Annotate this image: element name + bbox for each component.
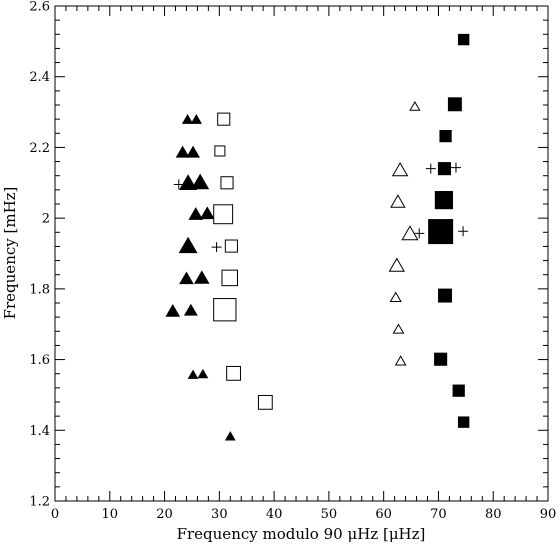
filled-triangle-point [179,174,198,190]
plus-point [173,179,184,190]
x-tick-label: 20 [156,507,173,522]
filled-triangle-point [190,114,202,124]
filled-square-point [457,33,470,46]
plus-point [450,162,461,173]
open-square-point [226,365,241,381]
y-tick-label: 2.2 [29,141,50,156]
y-tick-label: 2.6 [29,0,50,15]
x-axis-label: Frequency modulo 90 μHz [μHz] [177,525,426,543]
filled-triangle-point [199,206,215,220]
y-tick-label: 1.6 [29,353,50,368]
filled-triangle-point [188,207,204,220]
x-tick-label: 70 [430,507,447,522]
plus-point [458,226,469,237]
open-triangle-point [391,162,409,177]
axis-ticks [54,5,549,502]
open-triangle-point [394,355,407,366]
filled-triangle-point [186,145,200,158]
filled-square-point [434,191,454,210]
x-tick-label: 10 [102,507,119,522]
plus-point [414,228,425,239]
filled-triangle-point [183,303,198,316]
filled-square-point [452,384,465,397]
plot-frame [54,5,549,502]
x-tick-label: 80 [485,507,502,522]
filled-square-point [457,416,470,428]
open-square-point [213,298,237,322]
open-square-point [213,204,234,225]
x-tick-label: 40 [266,507,283,522]
filled-triangle-point [165,303,181,317]
open-triangle-point [390,194,406,208]
open-triangle-point [388,257,406,272]
y-tick-label: 1.2 [29,495,50,510]
plus-point [425,163,436,174]
filled-triangle-point [181,114,194,124]
filled-triangle-point [178,236,198,254]
y-tick-label: 2.4 [29,70,50,85]
filled-square-point [438,288,452,303]
open-square-point [220,176,234,190]
open-triangle-point [389,291,402,302]
data-marks [165,33,470,441]
x-tick-label: 90 [540,507,557,522]
filled-square-point [428,219,454,245]
open-square-point [224,239,238,253]
filled-triangle-point [191,173,210,190]
x-tick-label: 50 [321,507,338,522]
y-tick-label: 1.8 [29,282,50,297]
filled-square-point [437,162,452,176]
open-square-point [214,145,226,157]
open-triangle-point [401,225,419,241]
open-square-point [257,394,273,410]
x-tick-label: 0 [51,507,59,522]
open-square-point [217,112,231,126]
filled-triangle-point [197,368,209,379]
plus-point [211,242,222,253]
filled-square-point [447,97,462,112]
tick-labels: 0 10 20 30 40 50 60 70 80 90 1.2 1.4 1.6 1.8 2 2.2 2.4 2.… [29,0,556,522]
filled-triangle-point [224,431,236,441]
open-triangle-point [409,100,421,111]
filled-triangle-point [175,145,190,158]
filled-triangle-point [187,369,199,379]
x-tick-label: 30 [211,507,228,522]
filled-square-point [439,129,452,143]
y-tick-label: 1.4 [29,424,50,439]
filled-triangle-point [179,271,194,285]
open-square-point [221,269,238,287]
x-tick-label: 60 [375,507,392,522]
filled-triangle-point [194,270,210,284]
open-triangle-point [392,323,405,334]
y-tick-label: 2 [42,212,50,227]
filled-square-point [434,352,448,366]
y-axis-label: Frequency [mHz] [1,187,19,320]
